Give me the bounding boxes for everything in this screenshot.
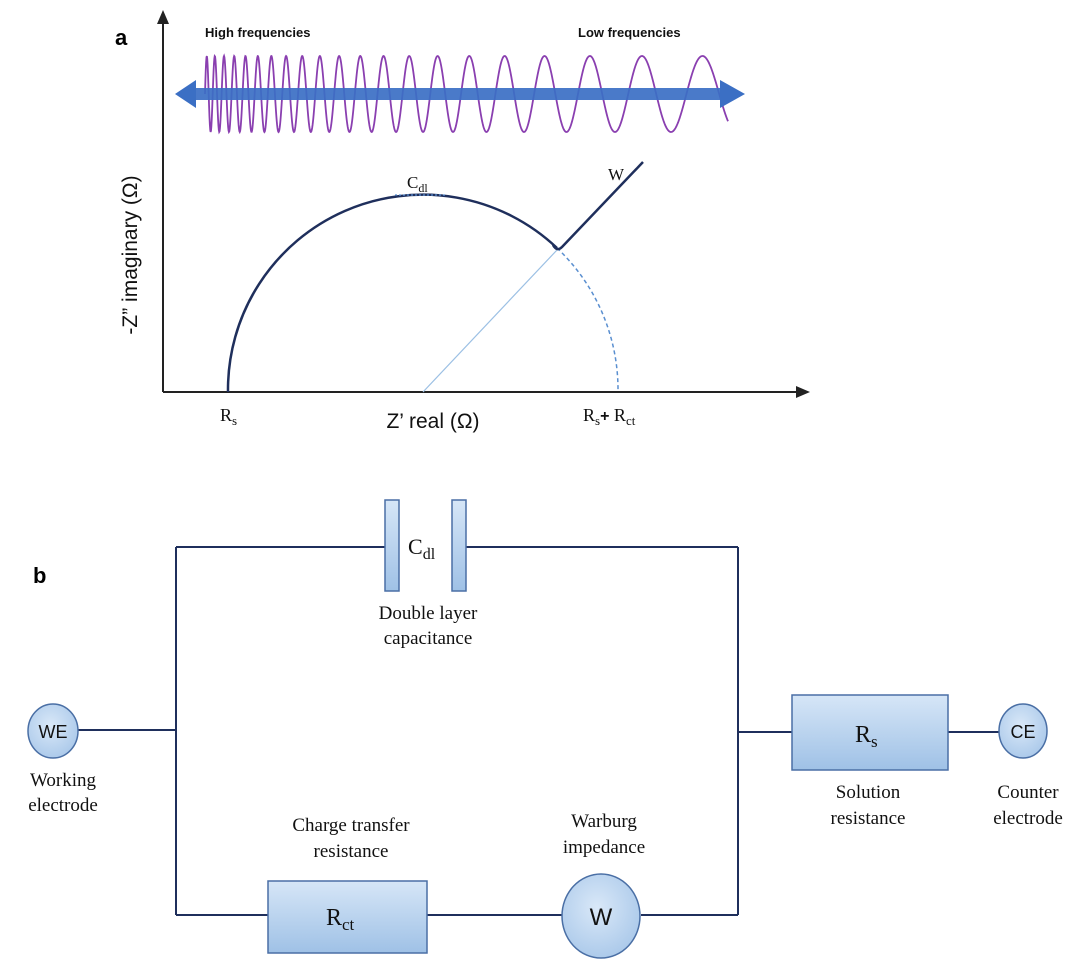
rct-caption-line1: Charge transfer [292, 815, 410, 836]
rs-plus-rct-sub1: s [595, 413, 600, 428]
y-axis-arrowhead [157, 10, 169, 24]
nyquist-semicircle [226, 193, 558, 393]
rct-box-label-sub: ct [342, 915, 355, 934]
cdl-caption-line1: Double layer [379, 603, 478, 624]
rs-caption-line2: resistance [831, 808, 906, 829]
rct-caption-line2: resistance [314, 841, 389, 862]
rs-plus-rct-sub2: ct [626, 413, 636, 428]
counter-electrode-node [998, 703, 1048, 759]
ce-caption-line2: electrode [993, 808, 1063, 829]
charge-transfer-resistance-box [267, 880, 428, 954]
rs-box-label: Rs [855, 722, 878, 751]
we-caption-line2: electrode [28, 795, 98, 816]
rs-axis-label: Rs [220, 405, 237, 428]
capacitor-plate-right [451, 499, 467, 592]
w-circle-label: W [590, 904, 613, 931]
panel-b-label: b [33, 563, 46, 588]
cdl-apex-label-sub: dl [418, 181, 428, 195]
warburg-line [551, 161, 644, 251]
cdl-capacitor-label-sub: dl [423, 546, 436, 563]
rs-plus-rct-plus: + [600, 408, 609, 425]
panel-b: b Cdl Double layer capacitance WE Workin… [27, 499, 1063, 959]
y-axis-label: -Z” imaginary (Ω) [119, 175, 142, 334]
w-caption-line2: impedance [563, 837, 645, 858]
rs-axis-label-main: R [220, 405, 232, 425]
rs-caption-line1: Solution [836, 782, 901, 803]
rs-box-label-main: R [855, 722, 871, 748]
warburg-label: W [608, 165, 625, 184]
rs-plus-rct-main1: R [583, 405, 595, 425]
w-caption-line1: Warburg [571, 811, 637, 832]
x-axis-arrowhead [796, 386, 810, 398]
panel-a: a High frequencies Low frequencies -Z” i… [115, 10, 810, 433]
rs-plus-rct-main2: R [614, 405, 626, 425]
circuit-wires [78, 546, 1000, 916]
frequency-double-arrow [175, 80, 745, 108]
cdl-apex-label-main: C [407, 173, 418, 192]
low-frequencies-label: Low frequencies [578, 25, 681, 40]
rs-axis-label-sub: s [232, 413, 237, 428]
x-axis-label: Z’ real (Ω) [386, 410, 479, 433]
cdl-apex-label: Cdl [407, 173, 428, 195]
cdl-caption-line2: capacitance [384, 628, 473, 649]
cdl-capacitor-label-main: C [408, 534, 423, 559]
rct-box-label: Rct [326, 905, 355, 934]
rct-box-label-main: R [326, 905, 342, 931]
warburg-impedance-node [561, 873, 641, 959]
ce-label: CE [1010, 722, 1035, 742]
we-label: WE [39, 722, 68, 742]
ce-caption-line1: Counter [997, 782, 1059, 803]
capacitor-plate-left [384, 499, 400, 592]
rs-box-label-sub: s [871, 732, 878, 751]
high-frequencies-label: High frequencies [205, 25, 310, 40]
rs-plus-rct-axis-label: Rs+ Rct [583, 405, 636, 428]
we-caption-line1: Working [30, 770, 97, 791]
radius-guide-line [422, 249, 558, 393]
cdl-capacitor-label: Cdl [408, 534, 436, 563]
solution-resistance-box [791, 694, 949, 771]
working-electrode-node [27, 703, 79, 759]
semicircle-extrapolation [556, 247, 619, 393]
frequency-sweep-wave [204, 53, 729, 135]
panel-a-label: a [115, 25, 128, 50]
